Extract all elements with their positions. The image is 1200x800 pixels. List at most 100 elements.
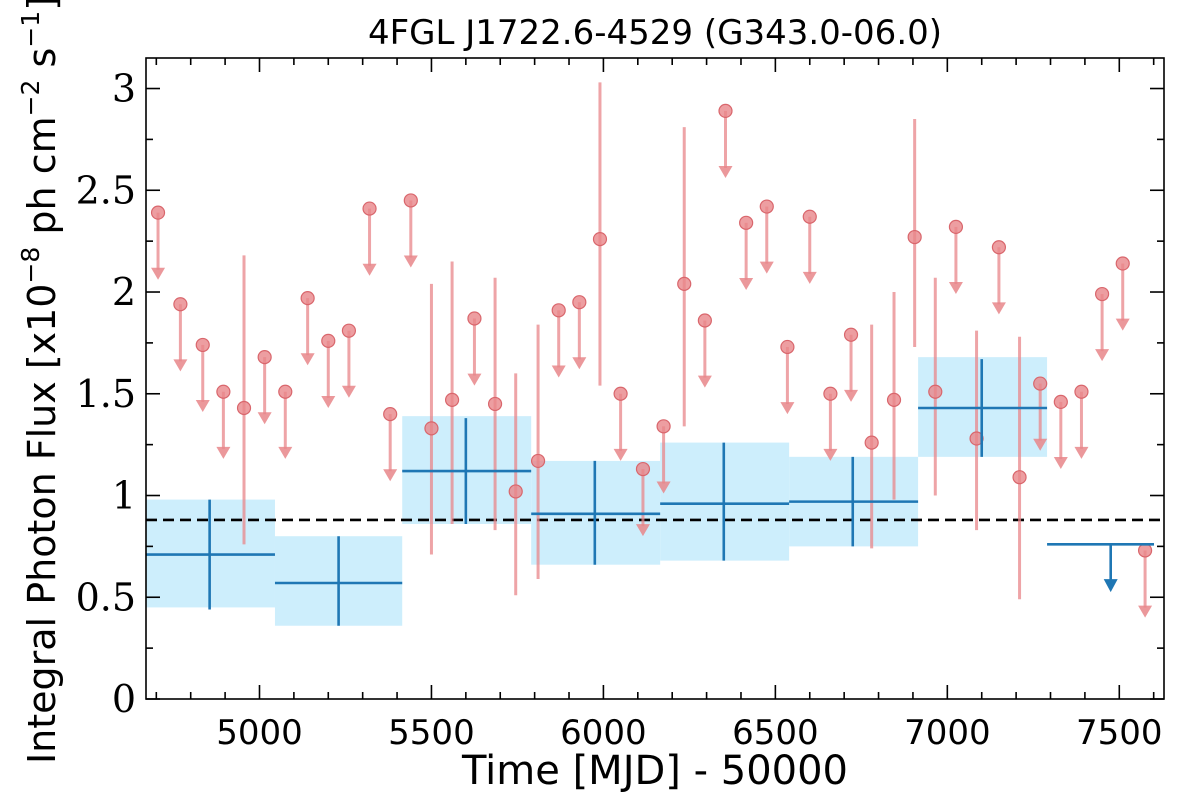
short-bin-upper-limit-point xyxy=(843,327,859,342)
short-bin-upper-limit-arrow xyxy=(467,373,482,386)
short-bin-upper-limit-point xyxy=(551,303,566,318)
short-bin-upper-limit-point xyxy=(150,205,166,220)
x-tick-label: 7000 xyxy=(904,713,991,753)
short-bin-upper-limit-arrow xyxy=(151,267,166,280)
y-axis-label-part2: ph cm xyxy=(20,116,64,246)
short-bin-upper-limit-point xyxy=(257,350,272,365)
short-bin-point xyxy=(424,421,439,436)
y-tick-label: 0.5 xyxy=(76,575,136,619)
short-bin-upper-limit-point xyxy=(635,461,651,477)
short-bin-point xyxy=(864,435,879,450)
long-bin-points xyxy=(146,359,1154,626)
short-bin-upper-limit-point xyxy=(780,339,795,355)
short-bin-upper-limit-arrow xyxy=(697,375,712,388)
short-bin-upper-limit-arrow xyxy=(844,389,859,402)
short-bin-point xyxy=(907,229,922,245)
y-axis-label-exp1: −8 xyxy=(16,247,45,284)
short-bin-upper-limit-point xyxy=(362,201,377,216)
short-bin-upper-limit-arrow xyxy=(802,271,817,284)
short-bin-upper-limit-point xyxy=(656,419,671,434)
short-bin-upper-limit-arrow xyxy=(1115,318,1130,331)
short-bin-upper-limit-point xyxy=(173,297,188,312)
short-bin-upper-limit-point xyxy=(1094,286,1110,302)
short-bin-upper-limit-arrow xyxy=(759,261,774,274)
short-bin-upper-limit-arrow xyxy=(613,448,628,461)
x-tick-label: 7500 xyxy=(1076,713,1163,753)
short-bin-upper-limit-arrow xyxy=(780,402,795,415)
short-bin-upper-limit-point xyxy=(739,215,754,230)
short-bin-upper-limit-arrow xyxy=(216,446,231,459)
short-bin-upper-limit-arrow xyxy=(656,481,671,494)
short-bin-upper-limit-arrow xyxy=(1095,349,1110,362)
short-bin-upper-limit-arrow xyxy=(195,400,210,413)
short-bin-point xyxy=(508,484,523,499)
short-bin-upper-limit-point xyxy=(467,311,482,326)
short-bin-point xyxy=(530,453,546,469)
y-axis-label-exp2: −2 xyxy=(16,80,45,117)
short-bin-upper-limit-arrow xyxy=(948,282,963,295)
short-bin-upper-limit-point xyxy=(403,193,418,208)
plot-frame xyxy=(145,57,1165,700)
short-bin-upper-limit-point xyxy=(1115,256,1130,271)
axis-ticks xyxy=(146,58,1164,700)
short-bin-point xyxy=(444,392,460,407)
short-bin-points xyxy=(150,82,1153,618)
short-bin-upper-limit-arrow xyxy=(572,357,587,370)
short-bin-upper-limit-arrow xyxy=(1138,605,1153,618)
y-axis-label-part1: Integral Photon Flux [x10 xyxy=(20,284,64,765)
x-tick-label: 5500 xyxy=(388,713,475,753)
short-bin-upper-limit-point xyxy=(278,384,293,399)
short-bin-upper-limit-arrow xyxy=(1053,457,1068,470)
short-bin-upper-limit-arrow xyxy=(403,255,418,268)
short-bin-point xyxy=(886,392,902,407)
short-bin-upper-limit-point xyxy=(341,323,357,338)
long-bin-upper-limit-arrow xyxy=(1103,579,1118,593)
short-bin-upper-limit-point xyxy=(613,386,628,401)
short-bin-upper-limit-point xyxy=(1074,384,1089,399)
short-bin-upper-limit-arrow xyxy=(739,277,754,290)
short-bin-upper-limit-arrow xyxy=(1033,438,1048,451)
short-bin-upper-limit-point xyxy=(383,407,398,422)
short-bin-upper-limit-point xyxy=(948,219,964,234)
short-bin-upper-limit-point xyxy=(300,291,315,306)
short-bin-point xyxy=(928,384,943,399)
short-bin-upper-limit-point xyxy=(1053,394,1068,410)
short-bin-upper-limit-point xyxy=(216,384,231,399)
y-axis-label: Integral Photon Flux [x10−8 ph cm−2 s−1] xyxy=(16,0,64,764)
short-bin-upper-limit-arrow xyxy=(718,166,733,179)
x-axis-label: Time [MJD] - 50000 xyxy=(461,748,848,794)
short-bin-upper-limit-arrow xyxy=(1074,446,1089,459)
y-tick-label: 1 xyxy=(112,474,136,518)
y-tick-label: 0 xyxy=(112,677,136,721)
short-bin-upper-limit-arrow xyxy=(278,446,293,459)
y-axis-label-part4: ] xyxy=(20,0,64,11)
short-bin-upper-limit-point xyxy=(195,337,210,353)
short-bin-point xyxy=(969,431,984,446)
short-bin-upper-limit-arrow xyxy=(173,359,188,372)
short-bin-upper-limit-arrow xyxy=(823,448,838,461)
short-bin-upper-limit-arrow xyxy=(362,263,377,276)
short-bin-point xyxy=(592,232,608,247)
x-tick-label: 5000 xyxy=(216,713,303,753)
short-bin-upper-limit-point xyxy=(759,199,774,214)
short-bin-point xyxy=(487,396,503,412)
short-bin-upper-limit-arrow xyxy=(321,395,336,408)
short-bin-point xyxy=(677,276,692,291)
short-bin-upper-limit-arrow xyxy=(635,524,650,537)
short-bin-upper-limit-arrow xyxy=(341,385,356,398)
short-bin-upper-limit-point xyxy=(697,313,712,328)
short-bin-upper-limit-arrow xyxy=(991,302,1006,315)
short-bin-upper-limit-arrow xyxy=(383,469,398,482)
y-axis-label-exp3: −1 xyxy=(16,11,45,48)
short-bin-point xyxy=(1012,470,1027,485)
x-tick-labels: 5000 5500 6000 6500 7000 7500 xyxy=(216,713,1162,753)
short-bin-point xyxy=(236,400,252,416)
x-tick-label: 6000 xyxy=(560,713,647,753)
y-axis-label-part3: s xyxy=(20,48,64,80)
short-bin-upper-limit-arrow xyxy=(257,412,272,425)
short-bin-upper-limit-point xyxy=(718,103,733,119)
x-tick-label: 6500 xyxy=(732,713,819,753)
short-bin-upper-limit-point xyxy=(802,209,817,224)
short-bin-upper-limit-point xyxy=(991,240,1007,255)
